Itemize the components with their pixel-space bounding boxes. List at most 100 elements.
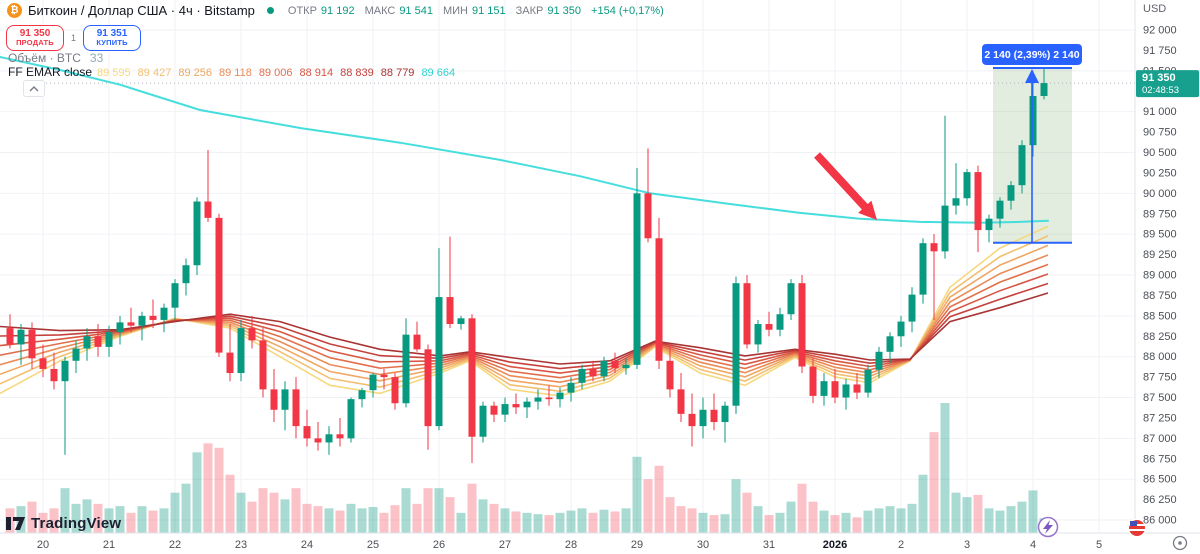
volume-bar [643,479,653,533]
time-tick: 24 [301,539,313,551]
candle [897,321,905,337]
volume-bar [929,432,939,533]
candle [94,336,102,347]
buy-price: 91 351 [96,28,128,40]
candle [996,200,1004,219]
time-axis-labels: 20 21 22 23 24 25 26 27 28 29 30 31 2026 2 3 4 5 [37,539,1102,551]
volume-bar [269,492,279,533]
candle [259,340,267,390]
candle [149,315,157,320]
ema-ribbon-line [0,254,1049,384]
volume-bar [258,488,268,533]
time-tick: 22 [169,539,181,551]
time-tick: 21 [103,539,115,551]
sell-button[interactable]: 91 350 ПРОДАТЬ [6,25,64,51]
volume-bar [555,512,565,533]
candle [974,172,982,231]
candle [83,336,91,349]
volume-bar [709,515,719,533]
time-tick: 28 [565,539,577,551]
last-price-text: 91 350 [1142,72,1176,84]
trade-panel: 91 350 ПРОДАТЬ 1 91 351 КУПИТЬ [6,25,142,51]
candle [39,358,47,369]
price-tick: 89 750 [1143,208,1177,220]
volume-bar [412,503,422,533]
volume-legend-row[interactable]: Объём · BTC 33 [8,51,103,65]
ema-ribbon-layer [0,225,1049,397]
price-tick: 92 000 [1143,25,1177,37]
candle [479,405,487,437]
volume-bar [753,506,763,533]
candle [28,329,36,359]
candle [864,369,872,393]
tradingview-logo-text: TradingView [31,515,122,532]
close-label: ЗАКР [515,4,544,17]
price-tick: 88 750 [1143,290,1177,302]
time-tick: 23 [235,539,247,551]
buy-button[interactable]: 91 351 КУПИТЬ [83,25,142,51]
candle [919,243,927,295]
emar-legend-row[interactable]: FF EMAR close 89 595 89 427 89 256 89 118 89… [8,65,462,79]
price-tick: 87 500 [1143,392,1177,404]
volume-bar [885,506,895,533]
volume-bar [126,512,136,533]
emar-value: 89 427 [137,67,172,79]
emar-value: 89 006 [258,67,293,79]
volume-bar [280,499,290,533]
volume-bar [71,503,81,533]
volume-bar [984,508,994,533]
symbol-title[interactable]: Биткоин / Доллар США · 4ч · Bitstamp [28,3,255,18]
buy-label: КУПИТЬ [96,38,128,48]
volume-bar [401,488,411,533]
candle [710,409,718,423]
long-ema-line [0,56,1049,224]
time-tick: 4 [1030,539,1036,551]
price-tick: 90 000 [1143,188,1177,200]
candle [402,334,410,404]
candle [1029,95,1037,146]
time-tick: 20 [37,539,49,551]
candle [743,283,751,345]
volume-bar [445,497,455,533]
time-tick: 2026 [823,539,847,551]
volume-bar [148,510,158,533]
volume-bar [291,488,301,533]
candle [853,384,861,393]
collapse-legend-button[interactable] [23,80,45,97]
volume-bar [654,465,664,533]
emar-value: 88 914 [299,67,334,79]
candle [765,324,773,330]
volume-bar [423,488,433,533]
candle [655,238,663,361]
candle [237,328,245,374]
symbol-header: ₿ Биткоин / Доллар США · 4ч · Bitstamp О… [7,3,664,18]
candle [457,318,465,325]
price-tick: 89 500 [1143,229,1177,241]
currency-label[interactable]: USD [1143,3,1166,15]
candle [842,384,850,398]
price-tick: 88 250 [1143,331,1177,343]
market-status-dot-icon[interactable] [266,7,274,14]
volume-bar [797,483,807,533]
candle [424,349,432,427]
volume-bar [874,508,884,533]
emar-value: 89 118 [218,67,252,79]
emar-label: FF EMAR close [8,65,93,79]
price-tick: 91 000 [1143,106,1177,118]
volume-bar [665,497,675,533]
tradingview-logo[interactable]: TradingView [6,515,121,532]
candle [930,243,938,252]
spread-value: 1 [71,33,77,43]
candle [600,360,608,377]
sell-label: ПРОДАТЬ [16,38,54,48]
time-axis-panel[interactable] [0,534,1200,554]
annotation-arrow [814,152,877,220]
price-range-label[interactable] [982,43,1082,65]
open-value: 91 192 [320,4,355,17]
low-label: МИН [442,4,468,17]
candle [809,366,817,396]
grid-layer [0,0,1135,533]
volume-bar [115,506,125,533]
